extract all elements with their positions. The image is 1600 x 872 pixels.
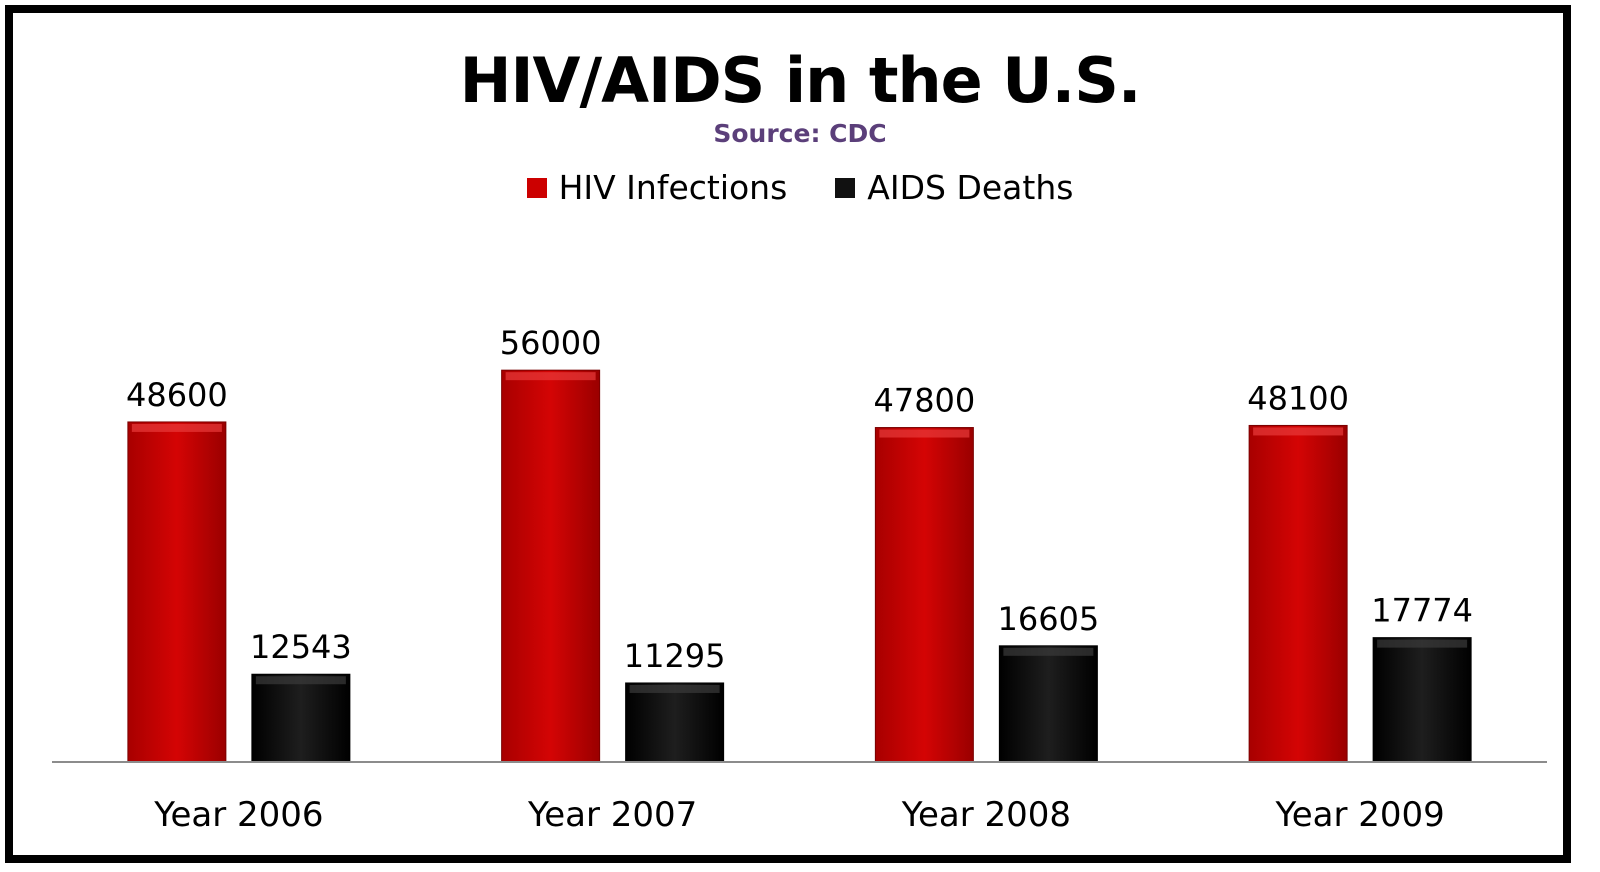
chart-subtitle: Source: CDC [713, 119, 887, 148]
bar-aids-deaths-2 [998, 645, 1098, 763]
data-label-hiv-infections-0: 48600 [126, 376, 228, 414]
bar-bevel-aids-deaths-1 [629, 684, 720, 693]
bar-bevel-aids-deaths-0 [255, 676, 346, 685]
category-label-3: Year 2009 [1274, 795, 1444, 835]
data-label-aids-deaths-1: 11295 [624, 637, 726, 675]
legend-swatch-hiv-infections [526, 177, 547, 198]
data-label-aids-deaths-3: 17774 [1371, 592, 1473, 630]
bar-aids-deaths-0 [251, 673, 351, 763]
legend-item-aids-deaths: AIDS Deaths [835, 168, 1073, 207]
bar-bevel-aids-deaths-3 [1377, 639, 1468, 648]
legend-label-hiv-infections: HIV Infections [558, 168, 788, 207]
data-label-aids-deaths-2: 16605 [997, 600, 1099, 638]
category-label-0: Year 2006 [153, 795, 323, 835]
bar-hiv-infections-1 [501, 369, 601, 763]
bar-bevel-hiv-infections-1 [505, 372, 596, 381]
data-label-hiv-infections-2: 47800 [873, 382, 975, 420]
bar-aids-deaths-1 [625, 682, 725, 763]
legend-item-hiv-infections: HIV Infections [526, 168, 788, 207]
bar-bevel-aids-deaths-2 [1003, 647, 1094, 656]
category-label-1: Year 2007 [527, 795, 697, 835]
bar-hiv-infections-2 [874, 427, 974, 763]
bar-bevel-hiv-infections-3 [1253, 427, 1344, 436]
bar-aids-deaths-3 [1372, 637, 1472, 763]
bar-hiv-infections-3 [1248, 424, 1348, 763]
bar-bevel-hiv-infections-2 [879, 429, 970, 438]
legend-label-aids-deaths: AIDS Deaths [867, 168, 1074, 207]
chart-legend: HIV Infections AIDS Deaths [0, 168, 1600, 207]
category-label-2: Year 2008 [901, 795, 1071, 835]
data-label-hiv-infections-3: 48100 [1247, 379, 1349, 417]
bar-bevel-hiv-infections-0 [131, 423, 222, 432]
legend-swatch-aids-deaths [835, 177, 856, 198]
data-label-hiv-infections-1: 56000 [500, 324, 602, 362]
chart-title: HIV/AIDS in the U.S. [459, 44, 1142, 117]
bar-hiv-infections-0 [127, 421, 227, 763]
data-label-aids-deaths-0: 12543 [250, 628, 352, 666]
